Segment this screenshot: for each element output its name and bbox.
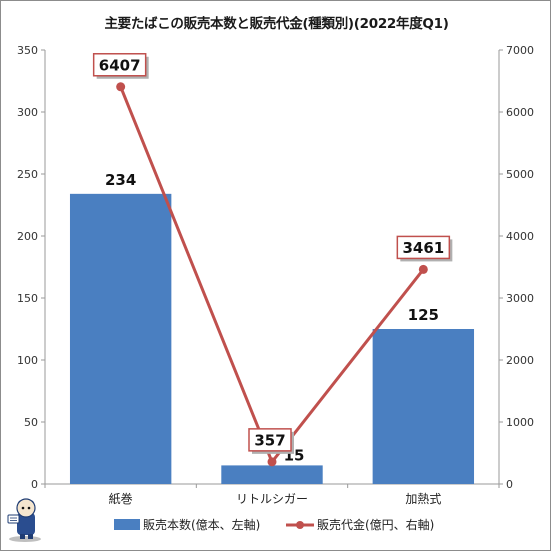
- bar-data-label: 234: [105, 171, 136, 189]
- y-left-tick-label: 350: [17, 44, 38, 57]
- bar-data-label: 125: [408, 306, 439, 324]
- line-point: [418, 264, 428, 274]
- y-right-tick-label: 3000: [506, 292, 534, 305]
- line-data-label-text: 3461: [402, 239, 444, 257]
- line-data-label-text: 6407: [99, 56, 141, 74]
- y-left-tick-label: 300: [17, 106, 38, 119]
- y-left-tick-label: 0: [31, 478, 38, 491]
- label-box: [396, 235, 451, 260]
- y-right-tick-label: 6000: [506, 106, 534, 119]
- line-data-label: 3461: [396, 235, 453, 262]
- y-right-tick-label: 0: [506, 478, 513, 491]
- line-data-label: 357: [248, 428, 294, 454]
- y-right-tick-label: 2000: [506, 354, 534, 367]
- mascot-character-icon: [7, 498, 41, 542]
- label-box: [92, 53, 147, 77]
- y-left-tick-label: 50: [24, 416, 38, 429]
- x-category-label: 紙巻: [109, 491, 133, 506]
- y-left-tick-label: 100: [17, 354, 38, 367]
- line-data-label: 6407: [92, 53, 149, 79]
- chart-title: 主要たばこの販売本数と販売代金(種類別)(2022年度Q1): [104, 16, 449, 32]
- legend-bar-label: 販売本数(億本、左軸): [143, 517, 260, 532]
- line-point: [116, 82, 126, 92]
- y-right-tick-label: 5000: [506, 168, 534, 181]
- x-category-label: リトルシガー: [236, 492, 308, 506]
- y-left-tick-label: 250: [17, 168, 38, 181]
- legend-bar-swatch: [114, 519, 140, 530]
- line-point: [267, 457, 277, 467]
- y-left-tick-label: 200: [17, 230, 38, 243]
- bar: [372, 329, 475, 484]
- y-right-tick-label: 1000: [506, 416, 534, 429]
- bar: [69, 193, 172, 484]
- label-box: [248, 428, 292, 452]
- y-right-tick-label: 4000: [506, 230, 534, 243]
- x-category-label: 加熱式: [405, 492, 441, 506]
- line-data-label-text: 357: [254, 431, 285, 449]
- y-right-tick-label: 7000: [506, 44, 534, 57]
- bar: [221, 465, 323, 484]
- legend-line-label: 販売代金(億円、右軸): [317, 517, 434, 532]
- y-left-tick-label: 150: [17, 292, 38, 305]
- legend-line-marker: [296, 521, 304, 529]
